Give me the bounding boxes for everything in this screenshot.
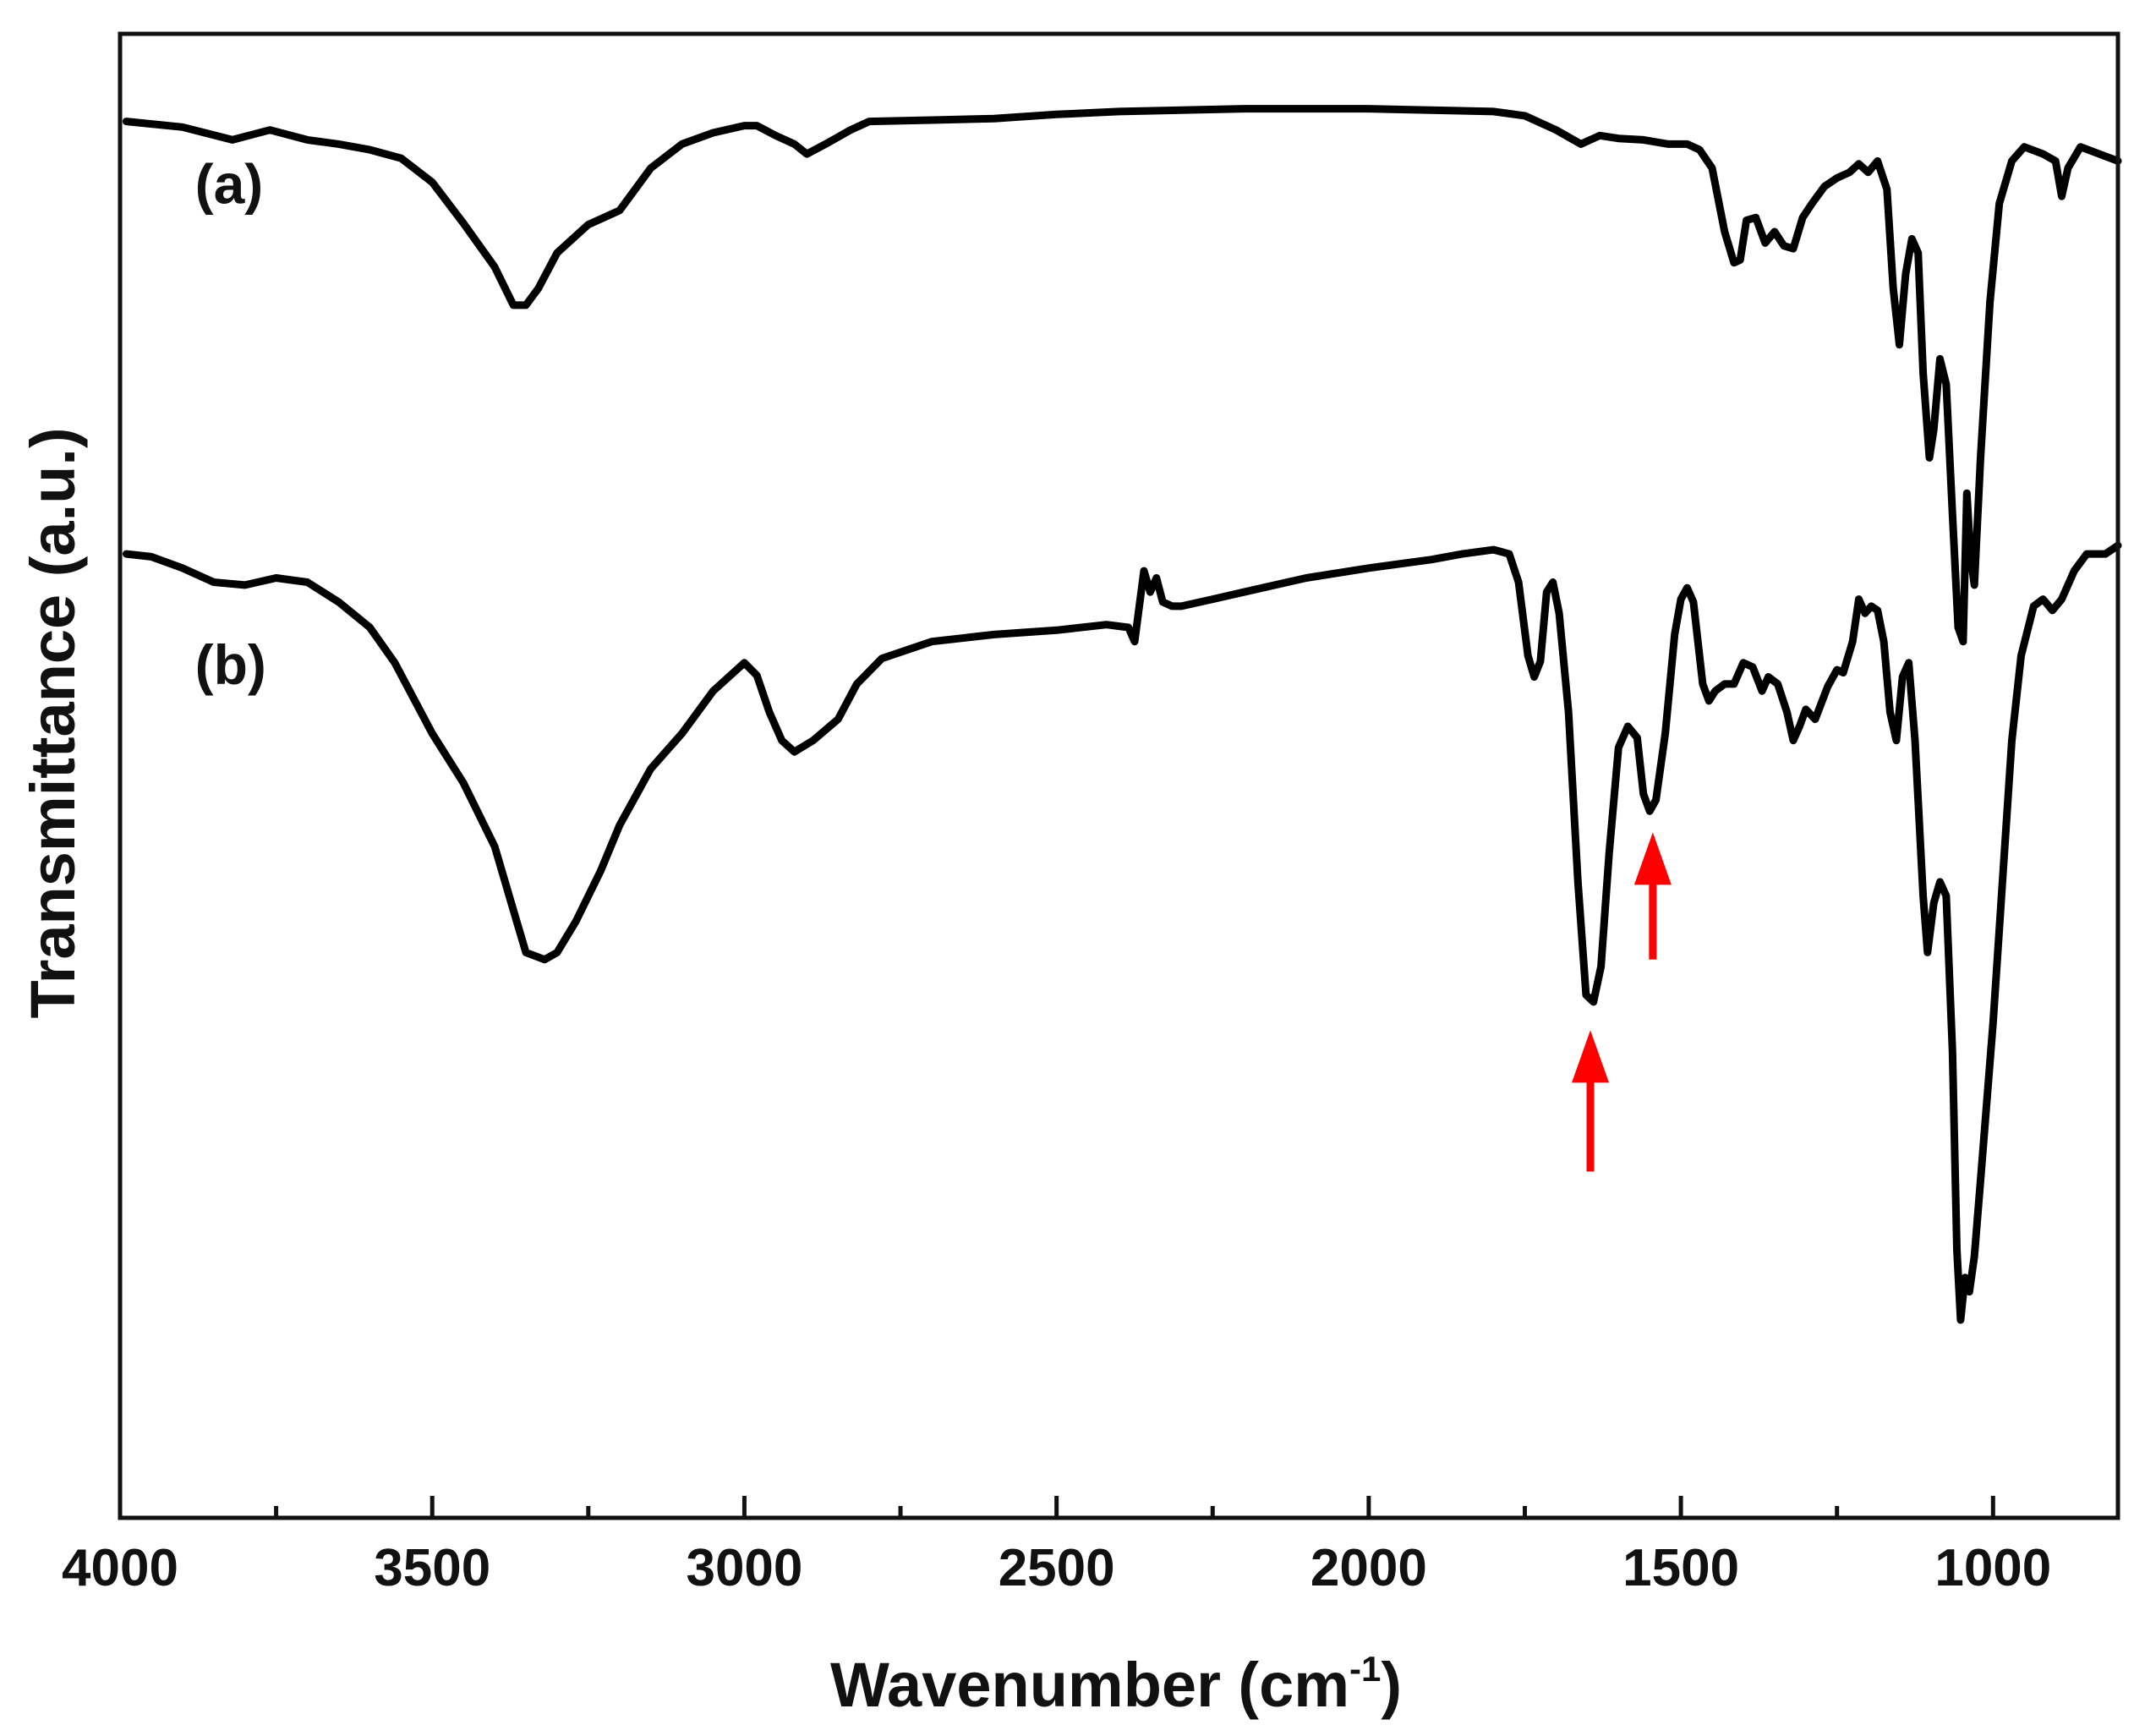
- x-tick-label: 3500: [374, 1539, 490, 1597]
- y-axis-title: Transmittance (a.u.): [18, 427, 88, 1018]
- x-axis-ticks: 4000 3500 3000 2500 2000 1500 1000: [62, 1496, 2051, 1597]
- curve-label: (b): [195, 633, 266, 696]
- x-tick-label: 2000: [1310, 1539, 1427, 1597]
- x-tick-label: 4000: [62, 1539, 178, 1597]
- x-tick-label: 3000: [686, 1539, 802, 1597]
- arrow-head: [1572, 1030, 1610, 1083]
- x-axis-title-superscript: -1: [1349, 1649, 1381, 1689]
- x-tick-label: 1500: [1622, 1539, 1739, 1597]
- plot-frame: [118, 31, 2120, 1520]
- plot-area: [122, 105, 2122, 1324]
- x-tick-label: 1000: [1934, 1539, 2051, 1597]
- arrow-head: [1633, 832, 1672, 885]
- series-line-b: [122, 541, 2122, 1324]
- red-arrow: [1572, 1030, 1610, 1172]
- series-line-a: [122, 105, 2122, 646]
- x-tick-label: 2500: [999, 1539, 1115, 1597]
- curve-labels: (a) (b): [195, 153, 266, 696]
- red-arrow: [1633, 832, 1672, 960]
- x-axis-title: Wavenumber (cm-1): [830, 1649, 1402, 1720]
- annotation-arrows: [1572, 832, 1672, 1172]
- curve-label: (a): [195, 153, 264, 216]
- x-axis-title-main: Wavenumber (cm: [830, 1650, 1349, 1720]
- x-axis-title-close: ): [1381, 1650, 1402, 1720]
